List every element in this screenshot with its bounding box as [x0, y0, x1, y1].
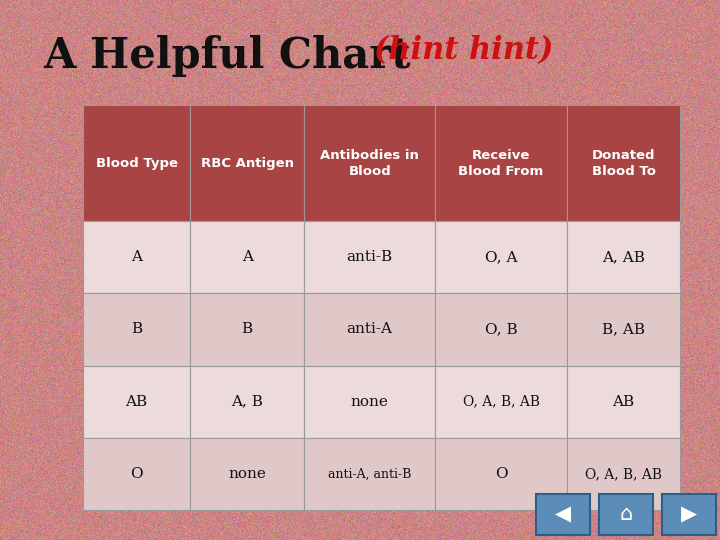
Text: anti-B: anti-B — [346, 250, 392, 264]
Bar — [436, 221, 567, 293]
Bar — [190, 366, 304, 438]
Bar — [436, 105, 567, 221]
Text: O, B: O, B — [485, 322, 518, 336]
Bar — [567, 105, 680, 221]
Bar — [83, 366, 190, 438]
Text: RBC Antigen: RBC Antigen — [201, 157, 294, 170]
Text: O, A, B, AB: O, A, B, AB — [463, 395, 539, 409]
Text: B: B — [131, 322, 142, 336]
Bar — [190, 105, 304, 221]
Bar — [567, 221, 680, 293]
Bar — [83, 293, 190, 366]
Bar — [536, 494, 590, 535]
Text: anti-A: anti-A — [346, 322, 392, 336]
Text: Receive
Blood From: Receive Blood From — [459, 148, 544, 178]
Text: A: A — [131, 250, 142, 264]
Bar — [190, 293, 304, 366]
Bar — [304, 438, 436, 510]
Text: (hint hint): (hint hint) — [374, 35, 554, 66]
Text: A, AB: A, AB — [602, 250, 645, 264]
Text: none: none — [351, 395, 389, 409]
Text: A Helpful Chart: A Helpful Chart — [43, 35, 410, 77]
Bar — [304, 293, 436, 366]
Bar — [190, 221, 304, 293]
Text: AB: AB — [125, 395, 148, 409]
Bar — [304, 105, 436, 221]
Text: B: B — [242, 322, 253, 336]
Text: Antibodies in
Blood: Antibodies in Blood — [320, 148, 419, 178]
Bar — [599, 494, 653, 535]
Text: Blood Type: Blood Type — [96, 157, 178, 170]
Text: ◀: ◀ — [555, 504, 572, 524]
Bar — [83, 438, 190, 510]
Text: O: O — [130, 467, 143, 481]
Text: ▶: ▶ — [680, 504, 697, 524]
Text: A, B: A, B — [231, 395, 263, 409]
Bar — [567, 438, 680, 510]
Text: O, A, B, AB: O, A, B, AB — [585, 467, 662, 481]
Bar — [567, 366, 680, 438]
Text: Donated
Blood To: Donated Blood To — [592, 148, 656, 178]
Bar — [436, 366, 567, 438]
Text: A: A — [242, 250, 253, 264]
Bar — [662, 494, 716, 535]
Bar — [83, 221, 190, 293]
Text: AB: AB — [613, 395, 635, 409]
Text: O, A: O, A — [485, 250, 518, 264]
Bar — [83, 105, 190, 221]
Bar — [190, 438, 304, 510]
Text: ⌂: ⌂ — [619, 504, 633, 524]
Text: O: O — [495, 467, 508, 481]
Text: none: none — [228, 467, 266, 481]
Bar — [436, 438, 567, 510]
Bar — [436, 293, 567, 366]
Bar — [304, 366, 436, 438]
Text: B, AB: B, AB — [602, 322, 645, 336]
Text: anti-A, anti-B: anti-A, anti-B — [328, 468, 411, 481]
Bar — [304, 221, 436, 293]
Bar — [567, 293, 680, 366]
